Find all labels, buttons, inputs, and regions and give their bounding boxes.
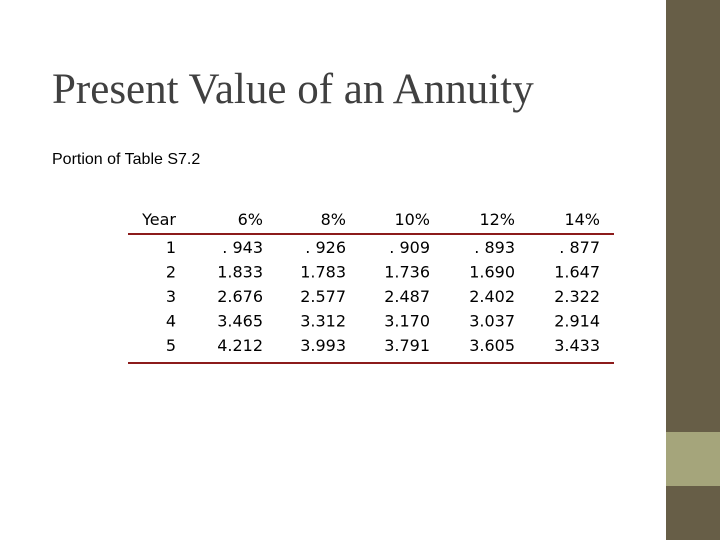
table-cell: 2 xyxy=(166,263,176,282)
table-cell: 2.676 xyxy=(217,287,263,306)
table-cell: 2.577 xyxy=(300,287,346,306)
column-header: 10% xyxy=(394,210,430,229)
table-cell: 3.170 xyxy=(384,312,430,331)
table-cell: 3.465 xyxy=(217,312,263,331)
table-cell: 4.212 xyxy=(217,336,263,355)
table-cell: 2.402 xyxy=(469,287,515,306)
table-cell: 1.690 xyxy=(469,263,515,282)
table-cell: 1.647 xyxy=(554,263,600,282)
column-header: 14% xyxy=(564,210,600,229)
table-cell: . 943 xyxy=(222,238,263,257)
table-cell: 3.791 xyxy=(384,336,430,355)
table-cell: . 893 xyxy=(474,238,515,257)
table-cell: 1.783 xyxy=(300,263,346,282)
column-header: 8% xyxy=(321,210,346,229)
table-cell: . 909 xyxy=(389,238,430,257)
table-cell: 3.993 xyxy=(300,336,346,355)
table-cell: 3.037 xyxy=(469,312,515,331)
table-cell: 1.736 xyxy=(384,263,430,282)
table-cell: . 926 xyxy=(305,238,346,257)
table-cell: 4 xyxy=(166,312,176,331)
column-header: 6% xyxy=(238,210,263,229)
table-cell: 1.833 xyxy=(217,263,263,282)
table: Year 6% 8% 10% 12% 14% 1 . 943 . 926 . 909 . 893 . … xyxy=(141,210,600,355)
side-bar xyxy=(666,486,720,540)
table-cell: 2.322 xyxy=(554,287,600,306)
side-bar xyxy=(666,0,720,432)
table-cell: 5 xyxy=(166,336,176,355)
column-header: Year xyxy=(141,210,176,229)
table-cell: 3.312 xyxy=(300,312,346,331)
table-cell: 3 xyxy=(166,287,176,306)
table-cell: 3.605 xyxy=(469,336,515,355)
subtitle: Portion of Table S7.2 xyxy=(52,151,200,168)
column-header: 12% xyxy=(479,210,515,229)
table-cell: 3.433 xyxy=(554,336,600,355)
table-cell: 2.487 xyxy=(384,287,430,306)
title: Present Value of an Annuity xyxy=(52,66,534,113)
table-cell: . 877 xyxy=(559,238,600,257)
side-bar-accent xyxy=(666,432,720,486)
table-cell: 1 xyxy=(166,238,176,257)
table-cell: 2.914 xyxy=(554,312,600,331)
